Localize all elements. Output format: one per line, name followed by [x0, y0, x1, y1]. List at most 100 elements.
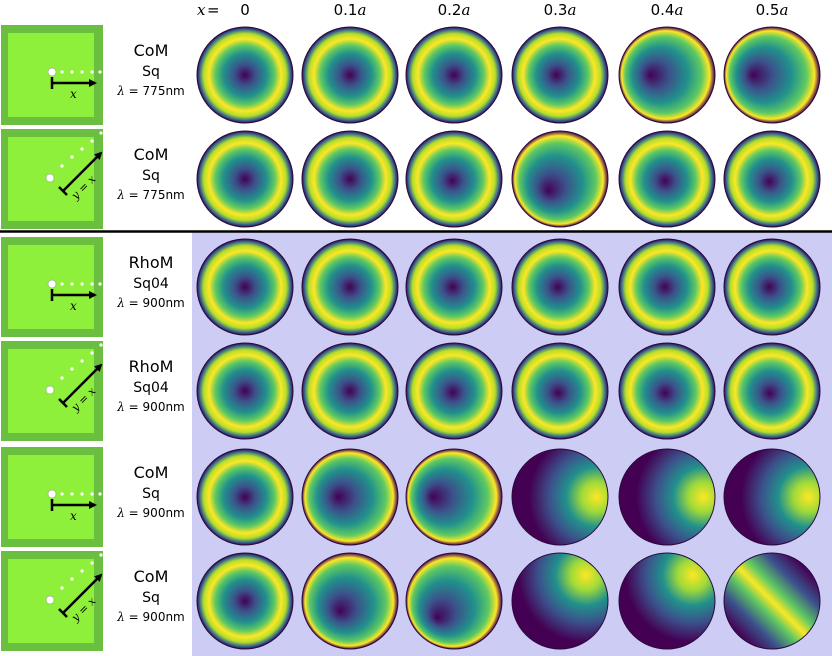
- unit-cell-inset: x: [1, 25, 103, 125]
- model-name: CoM: [134, 145, 169, 164]
- row-label: CoM Sq λ = 775nm: [116, 145, 185, 202]
- x-axis-equals: =: [207, 1, 220, 19]
- lambda-value: = 900nm: [125, 400, 185, 414]
- field-pattern-disk: [618, 342, 716, 440]
- wavelength: λ = 900nm: [116, 296, 185, 310]
- position-dot: [47, 489, 57, 499]
- field-pattern-disk: [405, 26, 503, 124]
- field-pattern-disk: [196, 130, 294, 228]
- figure-row: y = x CoM Sq λ = 900nm: [1, 551, 821, 651]
- figure-row: y = x CoM Sq λ = 775nm: [1, 129, 821, 229]
- figure-row: x RhoM Sq04 λ = 900nm: [1, 237, 821, 337]
- field-pattern-disk: [511, 342, 609, 440]
- field-pattern-disk: [196, 342, 294, 440]
- field-pattern-disk: [511, 552, 609, 650]
- field-pattern-disk: [405, 448, 503, 546]
- position-dot: [80, 282, 84, 286]
- field-pattern-disk: [618, 130, 716, 228]
- position-dot: [47, 67, 57, 77]
- wavelength: λ = 900nm: [116, 400, 185, 414]
- figure-row: x CoM Sq λ = 900nm: [1, 447, 821, 547]
- lattice-name: Sq: [142, 590, 160, 606]
- column-label-unit: a: [357, 1, 366, 19]
- lattice-name: Sq: [142, 168, 160, 184]
- column-label-unit: a: [461, 1, 470, 19]
- model-name: CoM: [134, 463, 169, 482]
- position-dot: [70, 577, 74, 581]
- position-dot: [60, 70, 64, 74]
- diagonal-arrow: [62, 363, 103, 404]
- row-label: CoM Sq λ = 900nm: [116, 463, 185, 520]
- field-pattern-disk: [618, 448, 716, 546]
- position-dot: [99, 131, 103, 135]
- column-label: 0.1a: [334, 1, 367, 19]
- column-label: 0.2a: [438, 1, 471, 19]
- inset-label: x: [70, 509, 77, 523]
- field-pattern-disk: [511, 26, 609, 124]
- field-pattern-disk: [723, 448, 821, 546]
- column-label-number: 0.1: [334, 1, 358, 19]
- lattice-name: Sq04: [133, 276, 169, 292]
- model-name: CoM: [134, 567, 169, 586]
- column-label-number: 0.4: [651, 1, 675, 19]
- field-pattern-disk: [723, 130, 821, 228]
- position-dot: [98, 492, 102, 496]
- column-label: 0.4a: [651, 1, 684, 19]
- figure-row: y = x RhoM Sq04 λ = 900nm: [1, 341, 821, 441]
- position-dot: [90, 351, 94, 355]
- position-dot: [98, 70, 102, 74]
- position-dot: [90, 282, 94, 286]
- position-dot: [70, 492, 74, 496]
- lambda-value: = 900nm: [125, 506, 185, 520]
- row-label: RhoM Sq04 λ = 900nm: [116, 357, 185, 414]
- inset-label: x: [70, 299, 77, 313]
- column-label-number: 0.2: [438, 1, 462, 19]
- field-pattern-disk: [196, 238, 294, 336]
- column-label-number: 0.3: [544, 1, 568, 19]
- field-pattern-disk: [511, 448, 609, 546]
- position-dot: [80, 70, 84, 74]
- position-dot: [80, 147, 84, 151]
- position-dot: [90, 139, 94, 143]
- diagonal-arrow: [62, 573, 103, 614]
- lambda-symbol: λ: [116, 188, 125, 202]
- column-label-number: 0: [240, 1, 250, 19]
- position-dot: [60, 492, 64, 496]
- field-pattern-disk: [301, 342, 399, 440]
- field-pattern-disk: [405, 552, 503, 650]
- position-dot: [70, 367, 74, 371]
- position-dot: [47, 279, 57, 289]
- row-label: RhoM Sq04 λ = 900nm: [116, 253, 185, 310]
- field-pattern-disk: [405, 342, 503, 440]
- x-axis-prefix: x: [197, 1, 206, 19]
- position-dot: [80, 492, 84, 496]
- column-label: 0.5a: [756, 1, 789, 19]
- unit-cell-inset: y = x: [1, 551, 103, 651]
- field-pattern-disk: [196, 552, 294, 650]
- field-pattern-disk: [723, 342, 821, 440]
- field-pattern-disk: [301, 448, 399, 546]
- position-dot: [60, 164, 64, 168]
- row-label: CoM Sq λ = 900nm: [116, 567, 185, 624]
- lambda-value: = 775nm: [125, 188, 185, 202]
- wavelength: λ = 775nm: [116, 188, 185, 202]
- field-pattern-disk: [618, 26, 716, 124]
- field-pattern-disk: [301, 26, 399, 124]
- lattice-name: Sq: [142, 64, 160, 80]
- lambda-value: = 900nm: [125, 610, 185, 624]
- unit-cell-inset: x: [1, 447, 103, 547]
- position-dot: [60, 586, 64, 590]
- diagonal-arrow-tail: [58, 186, 68, 196]
- position-dot: [80, 569, 84, 573]
- model-name: CoM: [134, 41, 169, 60]
- lambda-symbol: λ: [116, 610, 125, 624]
- wavelength: λ = 775nm: [116, 84, 185, 98]
- position-dot: [60, 282, 64, 286]
- lambda-symbol: λ: [116, 84, 125, 98]
- position-dot: [98, 282, 102, 286]
- field-pattern-disk: [405, 238, 503, 336]
- inset-label: x: [70, 87, 77, 101]
- position-dot: [60, 376, 64, 380]
- lambda-value: = 775nm: [125, 84, 185, 98]
